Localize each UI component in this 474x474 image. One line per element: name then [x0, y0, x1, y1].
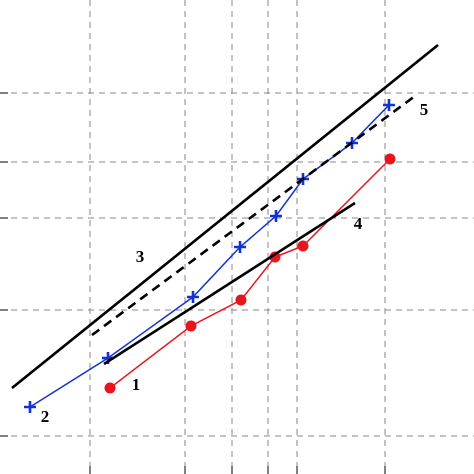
series-label: 2 — [41, 407, 50, 426]
point — [185, 320, 197, 332]
series-label: 5 — [420, 100, 429, 119]
point — [187, 291, 199, 303]
series-label: 3 — [136, 247, 145, 266]
series-line — [109, 158, 391, 389]
series-line — [91, 94, 416, 337]
point — [24, 401, 36, 413]
point — [297, 240, 309, 252]
series-label: 1 — [132, 375, 141, 394]
point — [235, 294, 247, 306]
series-line — [11, 43, 439, 390]
point — [234, 241, 246, 253]
point — [270, 210, 282, 222]
series-label: 4 — [354, 214, 363, 233]
point — [383, 99, 395, 111]
point — [384, 153, 396, 165]
series-line — [103, 201, 356, 366]
point — [104, 382, 116, 394]
point — [269, 251, 281, 263]
series-line — [29, 104, 390, 408]
